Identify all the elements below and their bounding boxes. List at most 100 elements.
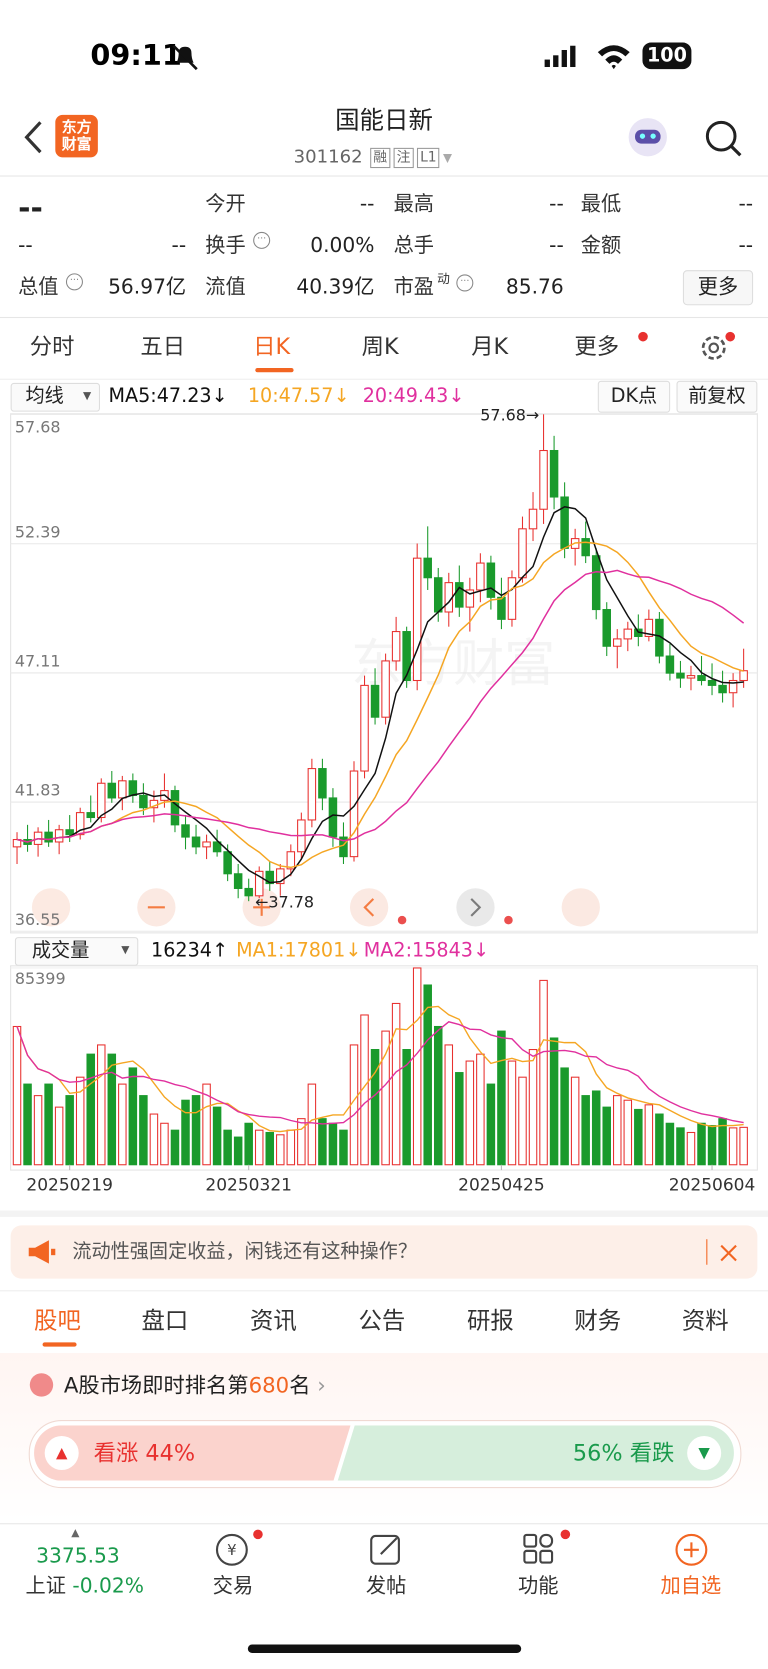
tab-underline [42,1342,77,1347]
candle-body [707,679,717,686]
x-tick-label: 20250604 [669,1175,756,1195]
rank-text[interactable]: A股市场即时排名第680名 › [63,1372,326,1398]
cell-label: 总值 [18,275,59,299]
candle-body [223,851,232,875]
nav-item[interactable]: 加自选 [660,1574,722,1598]
badge: 注 [393,147,414,169]
volume-bar [728,1127,738,1166]
volume-ma-line [16,1005,744,1133]
section-tab[interactable]: 资料 [681,1308,729,1335]
volume-bar [381,1030,390,1166]
index-value[interactable]: 3375.53 [36,1544,120,1568]
volume-bar [465,1060,475,1166]
volume-bar [254,1129,264,1166]
volume-bar [549,1037,559,1166]
section-tab[interactable]: 财务 [574,1308,622,1335]
period-tab[interactable]: 五日 [140,334,186,360]
volume-frame [10,965,758,1171]
back-button[interactable] [21,119,47,155]
cell-label: 流值 [205,275,246,299]
candle-body [412,557,422,682]
info-icon[interactable]: ··· [65,273,83,291]
section-tab[interactable]: 公告 [358,1308,406,1335]
section-tab[interactable]: 盘口 [141,1308,189,1335]
bull-label: 看涨 44% [94,1442,195,1464]
red-dot [725,331,736,342]
volume-indicator-select[interactable] [14,937,139,966]
candle-body [581,538,590,557]
bull-segment [34,1425,351,1481]
signal-icon [544,45,576,68]
info-icon[interactable]: ··· [456,274,474,292]
candle-body [233,873,243,889]
cell-label: 最低 [580,192,622,216]
section-tab-active[interactable]: 股吧 [34,1308,81,1335]
candle-body [728,679,738,694]
adjust-button[interactable]: 前复权 [676,380,758,413]
indicator-select[interactable] [10,382,100,412]
divider [0,1290,768,1292]
period-tab-active[interactable]: 日K [253,334,291,360]
banner[interactable] [10,1225,758,1279]
candle-body [391,631,401,662]
period-tab[interactable]: 分时 [29,334,75,360]
bear-icon[interactable]: ▼ [687,1435,722,1471]
price: -- [18,190,43,226]
candle-body [212,841,222,853]
volume-bar [75,1076,85,1166]
chart-controls[interactable] [31,888,600,927]
volume-bar [497,1030,506,1166]
stock-name: 国能日新 [335,107,433,136]
nav-item[interactable]: 交易 [212,1574,254,1598]
divider [0,175,768,177]
volume-bar [676,1127,685,1166]
bear-segment [337,1425,734,1481]
index-name: 上证 [25,1574,66,1598]
settings-icon[interactable] [698,332,730,364]
candle-body [697,675,706,682]
volume-bar [570,1076,580,1166]
ma-line [16,569,745,843]
robot-icon[interactable] [625,115,670,160]
dk-button[interactable]: DK点 [597,380,671,413]
bull-icon[interactable]: ▲ [44,1435,79,1471]
volume-bar [634,1108,643,1166]
y-tick-label: 52.39 [15,522,61,541]
cell-value: 0.00% [310,234,375,258]
close-icon[interactable] [719,1243,738,1262]
ma-label: 20:49.43↓ [362,385,465,408]
period-tab[interactable]: 月K [471,334,509,360]
period-tab[interactable]: 周K [361,334,399,360]
candle-body [328,797,338,838]
candle-body [676,672,685,679]
bull-value: 44% [145,1440,196,1466]
volume-bar [339,1129,348,1166]
pe-sup: 动 [437,271,450,287]
index-change-row[interactable]: 上证 -0.02% [26,1576,144,1596]
section-tab[interactable]: 研报 [466,1308,514,1335]
section-tab[interactable]: 资讯 [249,1308,297,1335]
candle-body [254,870,264,897]
stock-code-row: 301162 融 注 L1 ▼ [293,146,452,169]
add-icon [675,1533,708,1566]
search-icon[interactable] [702,117,745,160]
more-button[interactable]: 更多 [682,270,754,306]
candle-body [65,829,74,836]
nav-item[interactable]: 发帖 [365,1574,407,1598]
x-tick-label: 20250219 [26,1175,113,1195]
period-tab[interactable]: 更多 [574,334,620,360]
indicator-name: 均线 [25,385,64,408]
volume-bar [360,1014,369,1166]
volume-bar [602,1106,611,1166]
app-logo[interactable]: 东方 财富 [55,114,98,158]
status-time: 09:11 [90,39,182,73]
candle-body [44,831,53,843]
nav-item[interactable]: 功能 [518,1574,559,1598]
volume-bar [233,1136,243,1166]
volume-bar [202,1083,211,1166]
info-icon[interactable]: ··· [253,231,271,249]
candle-body [518,528,527,579]
volume-ma-line [16,1021,744,1125]
